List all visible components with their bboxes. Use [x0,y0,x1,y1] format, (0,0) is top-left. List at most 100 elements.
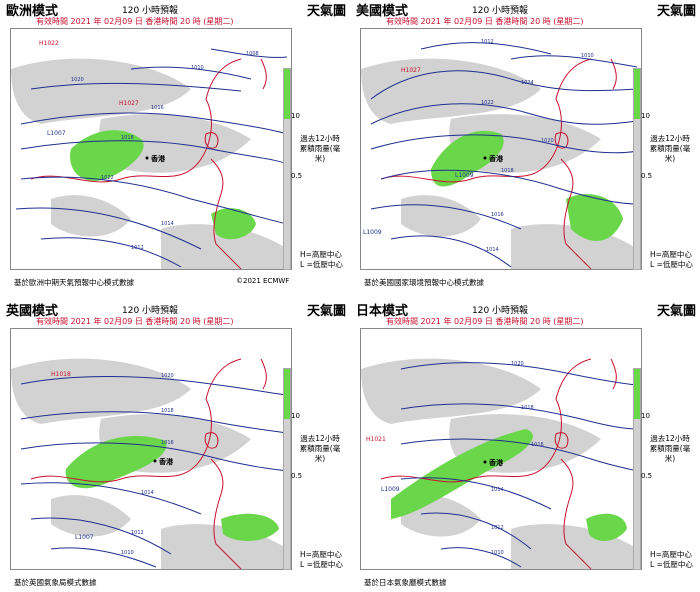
map-panel-1: 美國模式 120 小時預報 天氣圖 有效時間 2021 年 02月09 日 香港… [356,0,696,290]
isobar-line [20,376,288,396]
isobar-label: 1020 [71,77,84,83]
isobar-line [400,438,638,472]
high-pressure-centre: H1018 [51,371,71,378]
hong-kong-label: 香港 [150,154,166,163]
isobar-line [20,176,288,225]
rainfall-legend: 過去12小時累積雨量(毫米) [299,134,341,163]
chart-title: 天氣圖 [306,304,346,319]
light-rain-area [161,224,287,269]
isobar-line [390,235,512,268]
isobar-label: 1016 [161,440,174,446]
isobar-line [20,112,288,135]
copyright-note: ©2021 ECMWF [236,277,290,285]
isobar-line [20,442,288,472]
isobar-line [20,482,202,515]
isobar-label: 1020 [541,138,554,144]
hong-kong-label: 香港 [488,458,504,467]
rainfall-colorbar [283,68,291,270]
hong-kong-label: 香港 [488,154,504,163]
isobar-label: 1020 [161,373,174,379]
colorbar-tick-high: 10 [291,412,300,420]
isobar-line [400,362,638,386]
isobar-line [370,134,638,154]
isobar-label: 1016 [151,105,164,111]
heavy-rain-area [221,513,279,541]
coastline [260,58,267,90]
colorbar-tick-high: 10 [641,112,650,120]
high-pressure-centre: H1027 [401,67,421,74]
data-source-note: 基於英國氣象局模式數據 [14,578,97,587]
low-pressure-centre: L1009 [363,229,382,236]
isobar-label: 1012 [491,525,504,531]
hong-kong-marker [145,156,149,160]
model-name: 美國模式 [356,4,409,19]
rainfall-colorbar [633,68,641,270]
pressure-legend: H=高壓中心 L =低壓中心 [300,550,343,569]
isobar-line [370,204,522,230]
isobar-label: 1018 [161,408,174,414]
pressure-legend: H=高壓中心 L =低壓中心 [300,250,343,269]
isobar-line [400,477,552,510]
colorbar-tick-high: 10 [291,112,300,120]
map-canvas: 1016 1018 1020 1022 1014 1012 1010 1008 H1022 H10… [11,40,288,269]
coastline [204,132,219,149]
isobar-line [370,103,638,125]
data-source-note: 基於歐洲中期天氣預報中心模式數據 [14,278,134,287]
light-rain-area [51,495,131,537]
map-canvas: 1024 1022 1020 1018 1016 1014 1012 1010 H1027 L10… [361,39,638,269]
isobar-label: 1014 [491,487,504,493]
isobar-label: 1022 [101,175,114,181]
isobar-label: 1018 [121,135,134,141]
pressure-legend: H=高壓中心 L =低壓中心 [650,250,693,269]
isobar-label: 1012 [481,39,494,45]
coastline [560,158,592,269]
heavy-rain-area [65,436,167,489]
colorbar-tick-low: 0.5 [291,472,303,480]
coastline [210,458,242,569]
chart-title: 天氣圖 [656,4,696,19]
isobar-line [440,547,522,568]
coastline [260,358,267,390]
heavy-rain-area [586,513,627,541]
high-pressure-centre: H1022 [39,40,59,47]
isobar-label: 1022 [481,100,494,106]
weather-map: 1020 1018 1016 1014 1012 1010 H1018 L1007 香港 [10,328,292,570]
coastline [560,458,592,569]
rainfall-legend: 過去12小時累積雨量(毫米) [299,434,341,463]
hong-kong-label: 香港 [158,457,174,466]
isobar-label: 1018 [521,405,534,411]
isobar-line [15,207,202,250]
isobar-label: 1012 [131,530,144,536]
low-pressure-centre: L1009 [381,486,400,493]
light-rain-area [51,195,131,237]
heavy-rain-area [211,208,256,240]
light-rain-area [361,358,541,424]
heavy-rain-area [431,130,504,187]
map-panel-3: 日本模式 120 小時預報 天氣圖 有效時間 2021 年 02月09 日 香港… [356,300,696,590]
isobar-line [30,517,172,555]
isobar-label: 1016 [531,442,544,448]
isobar-line [50,547,157,568]
low-pressure-centre: L1007 [75,534,94,541]
isobar-line [40,237,182,268]
isobar-line [420,42,552,55]
chart-title: 天氣圖 [306,4,346,19]
weather-map: 1024 1022 1020 1018 1016 1014 1012 1010 H1027 L10… [360,28,642,270]
isobar-label: 1018 [501,168,514,174]
valid-time: 有效時間 2021 年 02月09 日 香港時間 20 時 (星期二) [36,317,234,326]
rainfall-legend: 過去12小時累積雨量(毫米) [649,134,691,163]
coastline [204,432,219,449]
hong-kong-marker [153,459,157,463]
isobar-label: 1008 [246,51,259,57]
isobar-line [420,512,532,550]
isobar-label: 1020 [511,361,524,367]
isobar-line [400,403,638,430]
coastline [554,432,569,449]
map-panel-2: 英國模式 120 小時預報 天氣圖 有效時間 2021 年 02月09 日 香港… [6,300,346,590]
data-source-note: 基於美國國家環境預報中心模式數據 [364,278,484,287]
valid-time: 有效時間 2021 年 02月09 日 香港時間 20 時 (星期二) [386,317,584,326]
coastline [610,58,617,90]
light-rain-area [361,58,541,124]
low-pressure-centre: L1007 [47,130,66,137]
coastline [380,358,592,483]
